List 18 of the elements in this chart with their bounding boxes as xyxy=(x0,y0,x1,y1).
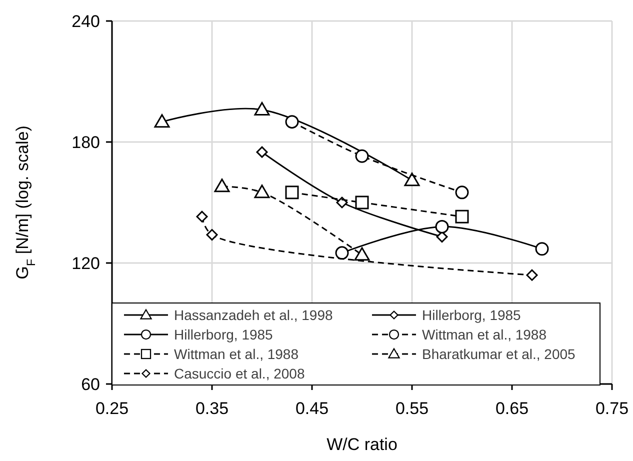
legend-label: Hillerborg, 1985 xyxy=(422,307,522,323)
legend-label: Hassanzadeh et al., 1998 xyxy=(174,307,333,323)
legend-label: Wittman et al., 1988 xyxy=(422,326,547,342)
x-tick-label: 0.25 xyxy=(95,399,129,418)
y-tick-label: 180 xyxy=(72,133,100,152)
legend-label: Bharatkumar et al., 2005 xyxy=(422,346,576,362)
legend-label: Casuccio et al., 2008 xyxy=(174,366,305,382)
x-tick-label: 0.75 xyxy=(595,399,629,418)
x-tick-label: 0.55 xyxy=(395,399,429,418)
y-tick-label: 120 xyxy=(72,254,100,273)
legend-label: Hillerborg, 1985 xyxy=(174,326,274,342)
x-tick-label: 0.35 xyxy=(195,399,229,418)
y-tick-label: 60 xyxy=(81,375,100,394)
y-tick-label: 240 xyxy=(72,12,100,31)
x-tick-label: 0.65 xyxy=(495,399,529,418)
x-tick-label: 0.45 xyxy=(295,399,329,418)
legend-label: Wittman et al., 1988 xyxy=(174,346,299,362)
x-axis-title: W/C ratio xyxy=(326,435,398,454)
